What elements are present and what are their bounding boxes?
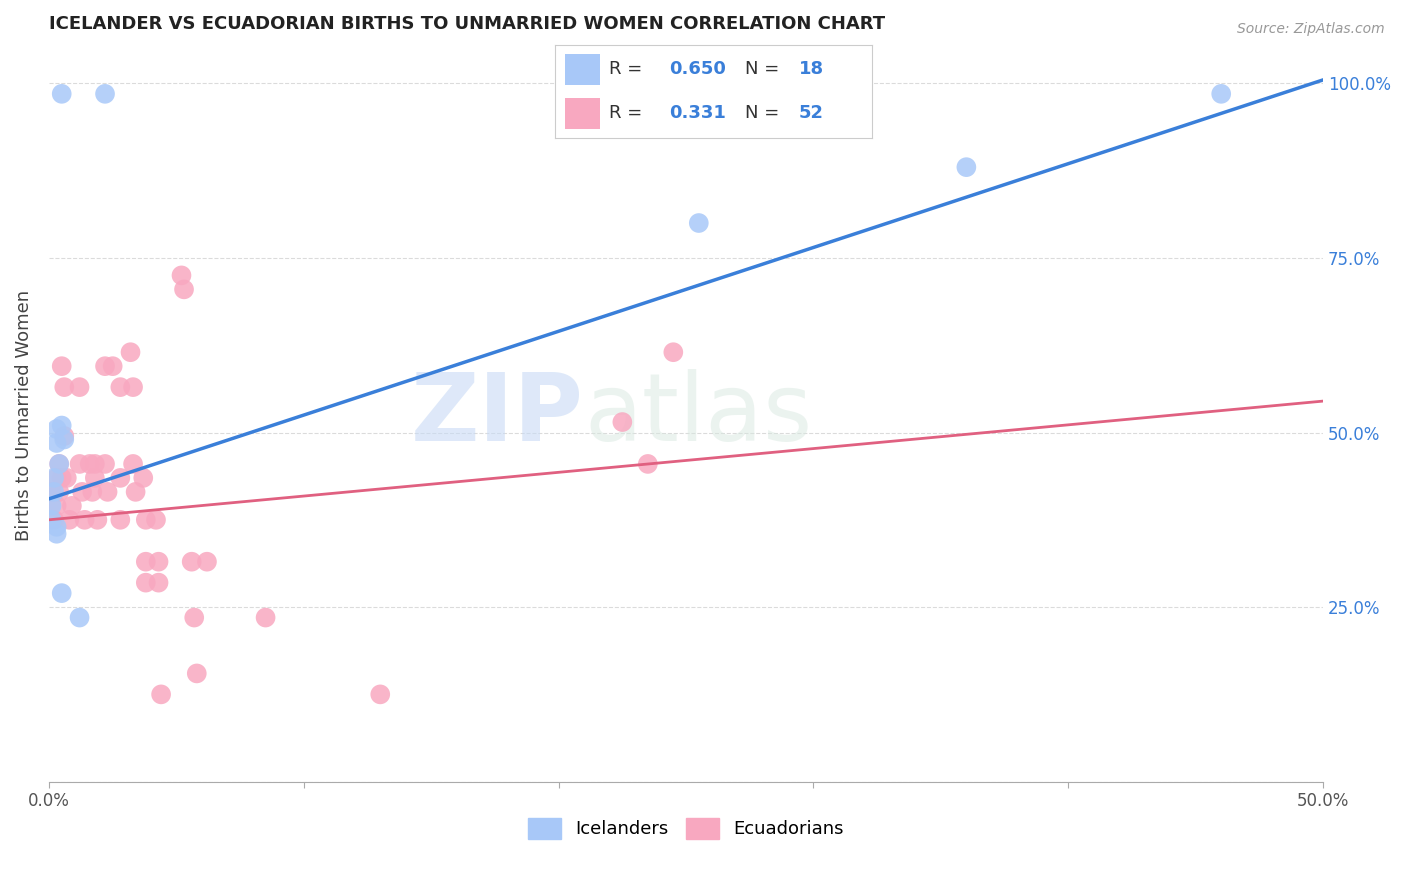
Point — [41, 499, 63, 513]
Point — [48, 484, 70, 499]
Text: N =: N = — [745, 104, 785, 122]
Point — [45, 526, 67, 541]
Point — [42, 471, 65, 485]
Point — [110, 513, 132, 527]
Point — [637, 457, 659, 471]
Text: 0.331: 0.331 — [669, 104, 725, 122]
Point — [69, 610, 91, 624]
Point — [368, 687, 391, 701]
Point — [45, 471, 67, 485]
Text: atlas: atlas — [583, 369, 813, 461]
Text: R =: R = — [609, 104, 648, 122]
Point — [120, 345, 142, 359]
Point — [60, 499, 83, 513]
Point — [173, 282, 195, 296]
Point — [53, 429, 76, 443]
Text: Source: ZipAtlas.com: Source: ZipAtlas.com — [1237, 22, 1385, 37]
Point — [69, 457, 91, 471]
Text: N =: N = — [745, 61, 785, 78]
Point — [955, 160, 977, 174]
Point — [83, 457, 105, 471]
Point — [662, 345, 685, 359]
Point — [97, 484, 120, 499]
Text: R =: R = — [609, 61, 648, 78]
Point — [94, 457, 117, 471]
Point — [148, 555, 170, 569]
Point — [148, 575, 170, 590]
Point — [122, 380, 145, 394]
Point — [132, 471, 155, 485]
Point — [94, 87, 117, 101]
Point — [45, 436, 67, 450]
Point — [124, 484, 146, 499]
Point — [180, 555, 202, 569]
Point — [170, 268, 193, 283]
Point — [183, 610, 205, 624]
Point — [48, 457, 70, 471]
Text: ICELANDER VS ECUADORIAN BIRTHS TO UNMARRIED WOMEN CORRELATION CHART: ICELANDER VS ECUADORIAN BIRTHS TO UNMARR… — [49, 15, 886, 33]
Point — [110, 471, 132, 485]
Point — [1211, 87, 1233, 101]
Point — [688, 216, 710, 230]
Y-axis label: Births to Unmarried Women: Births to Unmarried Women — [15, 290, 32, 541]
Point — [86, 513, 108, 527]
Point — [53, 380, 76, 394]
Point — [73, 513, 96, 527]
Point — [48, 457, 70, 471]
Point — [45, 422, 67, 436]
Point — [41, 484, 63, 499]
Point — [612, 415, 634, 429]
Point — [51, 418, 73, 433]
Text: 18: 18 — [799, 61, 824, 78]
Point — [41, 513, 63, 527]
Point — [135, 555, 157, 569]
Point — [110, 380, 132, 394]
Point — [94, 359, 117, 374]
Point — [101, 359, 124, 374]
Point — [70, 484, 93, 499]
Point — [135, 575, 157, 590]
Point — [145, 513, 167, 527]
Point — [83, 471, 105, 485]
Point — [42, 484, 65, 499]
Point — [135, 513, 157, 527]
Point — [150, 687, 173, 701]
Point — [51, 359, 73, 374]
Point — [79, 457, 101, 471]
Legend: Icelanders, Ecuadorians: Icelanders, Ecuadorians — [522, 811, 851, 846]
Point — [69, 380, 91, 394]
Point — [56, 471, 79, 485]
Text: 52: 52 — [799, 104, 824, 122]
Point — [45, 520, 67, 534]
Point — [45, 499, 67, 513]
Point — [122, 457, 145, 471]
Text: 0.650: 0.650 — [669, 61, 725, 78]
Point — [51, 87, 73, 101]
FancyBboxPatch shape — [565, 98, 599, 129]
Point — [186, 666, 208, 681]
Point — [53, 433, 76, 447]
Point — [51, 471, 73, 485]
FancyBboxPatch shape — [565, 54, 599, 85]
Point — [82, 484, 104, 499]
Point — [51, 586, 73, 600]
Text: ZIP: ZIP — [411, 369, 583, 461]
Point — [42, 513, 65, 527]
Point — [58, 513, 80, 527]
Point — [195, 555, 218, 569]
Point — [254, 610, 277, 624]
